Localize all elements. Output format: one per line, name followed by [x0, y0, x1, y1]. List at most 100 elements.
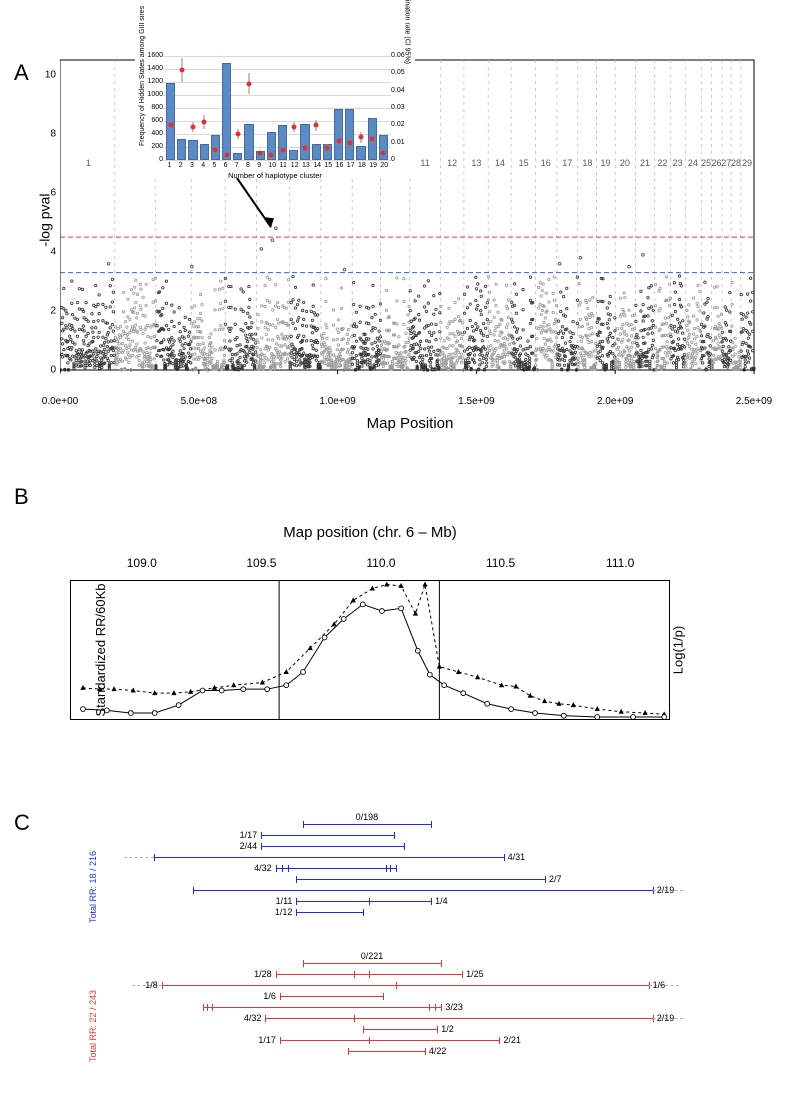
- inset-xtick: 14: [313, 162, 321, 169]
- inset-xtick: 10: [268, 162, 276, 169]
- panel-A-xtick: 0.0e+00: [42, 396, 78, 407]
- inset-bar: [379, 135, 388, 160]
- panel-B-xtick: 110.0: [366, 556, 395, 570]
- chromosome-label: 12: [447, 158, 457, 168]
- inset-ytick-right: 0: [391, 156, 395, 163]
- inset-xtick: 17: [347, 162, 355, 169]
- panel-label-A: A: [14, 60, 29, 86]
- panel-A-ytick: 8: [50, 128, 56, 139]
- panel-A-xtick: 2.0e+09: [597, 396, 633, 407]
- inset-ytick-left: 600: [151, 117, 163, 124]
- inset-bar: [222, 63, 231, 161]
- panel-A-ylabel: -log pval: [36, 194, 52, 247]
- inset-red-dot: [213, 147, 218, 152]
- chromosome-label: 21: [640, 158, 650, 168]
- chromosome-label: 16: [541, 158, 551, 168]
- inset-red-dot: [179, 67, 184, 72]
- panel-A-xtick: 2.5e+09: [736, 396, 772, 407]
- inset-red-dot: [347, 140, 352, 145]
- segment-blue: [296, 879, 545, 880]
- inset-bar: [356, 146, 365, 160]
- panel-B-zoom: Map position (chr. 6 – Mb) Standardized …: [70, 560, 670, 740]
- inset-red-dot: [291, 125, 296, 130]
- panel-A-ytick: 2: [50, 305, 56, 316]
- segment-label: 4/32: [244, 1013, 262, 1023]
- inset-bar: [345, 109, 354, 160]
- inset-red-dot: [269, 152, 274, 157]
- chromosome-label: 14: [495, 158, 505, 168]
- segment-red: [280, 1040, 369, 1041]
- inset-red-dot: [258, 151, 263, 156]
- segment-red: [396, 985, 649, 986]
- segment-red: [303, 963, 442, 964]
- inset-xtick: 12: [291, 162, 299, 169]
- segment-red: [354, 974, 462, 975]
- chromosome-label: 29: [742, 158, 752, 168]
- segment-label: 1/4: [435, 896, 448, 906]
- chromosome-label: 25: [701, 158, 711, 168]
- panel-A-ytick: 6: [50, 187, 56, 198]
- inset-ylabel-right: Cluster recombination rate (CI 95%): [404, 0, 411, 64]
- segment-label: 1/17: [258, 1035, 276, 1045]
- inset-red-dot: [247, 81, 252, 86]
- inset-ytick-left: 0: [159, 156, 163, 163]
- segment-label: 1/25: [466, 969, 484, 979]
- panel-A-xtick: 1.5e+09: [458, 396, 494, 407]
- inset-red-dot: [359, 135, 364, 140]
- segment-label: 2/21: [503, 1035, 521, 1045]
- inset-xtick: 15: [324, 162, 332, 169]
- inset-bar: [244, 124, 253, 160]
- segment-label: 1/28: [254, 969, 272, 979]
- inset-ytick-right: 0.06: [391, 52, 405, 59]
- figure-root: A B C -log pval Map Position 02468100.0e…: [0, 0, 787, 1120]
- segment-red: [348, 1051, 425, 1052]
- segment-label: 2/19: [657, 885, 675, 895]
- inset-red-dot: [336, 138, 341, 143]
- inset-bar: [300, 124, 309, 160]
- segment-blue: [154, 857, 504, 858]
- inset-ytick-left: 1000: [147, 91, 163, 98]
- inset-ytick-right: 0.03: [391, 104, 405, 111]
- panel-A-ytick: 10: [45, 69, 56, 80]
- inset-bar: [177, 139, 186, 160]
- segment-blue: [303, 824, 431, 825]
- panel-A-manhattan: -log pval Map Position 02468100.0e+005.0…: [60, 50, 760, 390]
- segment-label: 1/12: [275, 907, 293, 917]
- segment-red: [212, 1007, 430, 1008]
- panel-B-plot-area: [70, 580, 670, 720]
- inset-red-dot: [325, 145, 330, 150]
- panel-A-xlabel: Map Position: [367, 415, 454, 432]
- inset-xtick: 20: [380, 162, 388, 169]
- panel-A-xtick: 5.0e+08: [181, 396, 217, 407]
- inset-bar: [289, 150, 298, 160]
- panel-B-svg: [71, 581, 669, 719]
- inset-ytick-left: 1600: [147, 52, 163, 59]
- inset-red-dot: [280, 147, 285, 152]
- inset-bar: [233, 153, 242, 160]
- inset-xlabel: Number of haplotype cluster: [228, 171, 322, 180]
- chromosome-label: 1: [86, 158, 91, 168]
- segment-label: 1/11: [276, 896, 293, 906]
- panel-B-xtick: 110.5: [486, 556, 515, 570]
- inset-bar: [200, 144, 209, 160]
- inset-ytick-left: 200: [151, 143, 163, 150]
- inset-xtick: 18: [358, 162, 366, 169]
- inset-red-dot: [191, 125, 196, 130]
- panel-A-ytick: 4: [50, 246, 56, 257]
- inset-red-dot: [314, 123, 319, 128]
- panel-A-ytick: 0: [50, 365, 56, 376]
- segment-label: 4/32: [254, 863, 272, 873]
- segment-blue: [261, 835, 394, 836]
- inset-red-dot: [168, 123, 173, 128]
- chromosome-label: 15: [519, 158, 529, 168]
- chromosome-label: 22: [657, 158, 667, 168]
- panel-C-total-blue: Total RR: 18 / 216: [88, 851, 98, 923]
- segment-label: 4/31: [508, 852, 526, 862]
- panel-A-inset: Frequency of Hidden States among GIII si…: [135, 50, 415, 178]
- segment-blue: [296, 912, 362, 913]
- segment-label: 2/44: [240, 841, 258, 851]
- segment-label: 2/7: [549, 874, 562, 884]
- chromosome-label: 28: [731, 158, 741, 168]
- panel-label-B: B: [14, 484, 29, 510]
- inset-bar: [278, 125, 287, 160]
